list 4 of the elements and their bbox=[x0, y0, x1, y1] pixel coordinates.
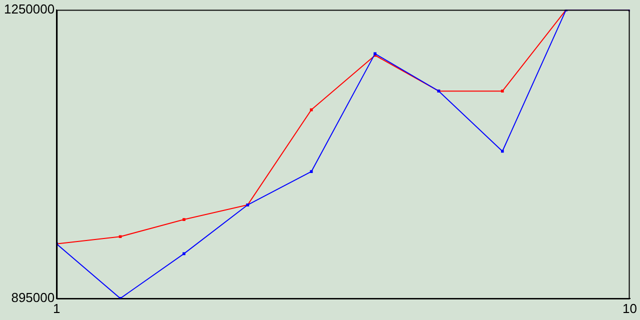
x-tick-label: 1 bbox=[52, 300, 60, 316]
y-tick-label: 895000 bbox=[11, 290, 55, 305]
y-tick-label: 1250000 bbox=[4, 1, 55, 16]
x-tick-label: 10 bbox=[622, 300, 638, 316]
